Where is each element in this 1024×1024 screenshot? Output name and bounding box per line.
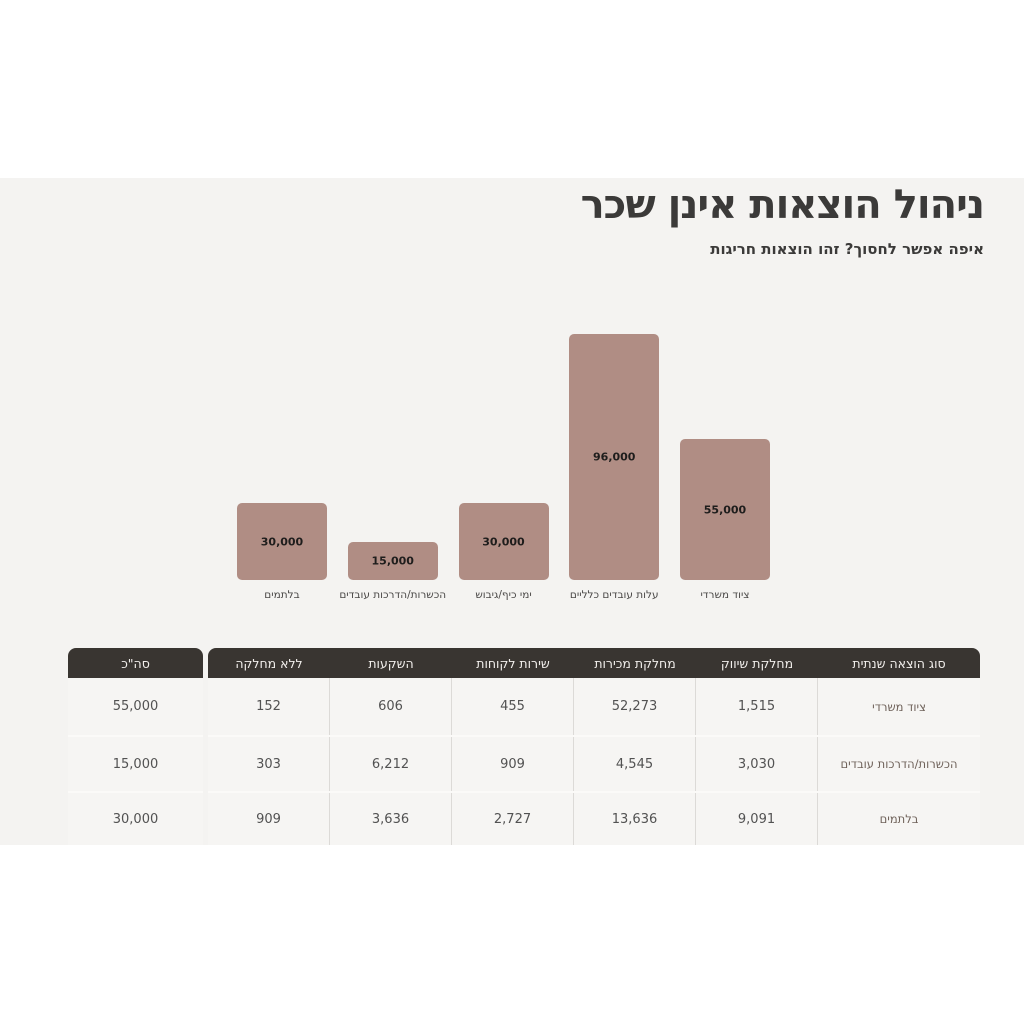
bar-category-label: ימי כיף/גיבוש bbox=[475, 589, 532, 601]
value-cell: 4,545 bbox=[574, 737, 696, 791]
bar-category-label: בלתמים bbox=[264, 589, 300, 601]
total-row: 55,000 bbox=[68, 678, 203, 735]
value-cell: 2,727 bbox=[452, 793, 574, 845]
table-row: הכשרות/הדרכות עובדים 3,030 4,545 909 6,212 30… bbox=[208, 735, 980, 791]
bar-column: 30,000 ימי כיף/גיבוש bbox=[458, 334, 549, 601]
bar-column: 96,000 עלות עובדים כלליים bbox=[569, 334, 660, 601]
category-cell: ציוד משרדי bbox=[872, 699, 926, 714]
bar-value-label: 30,000 bbox=[260, 535, 304, 548]
total-row: 15,000 bbox=[68, 735, 203, 791]
value-cell: 909 bbox=[452, 737, 574, 791]
table-main-block: סוג הוצאה שנתית מחלקת שיווק מחלקת מכירות שי… bbox=[208, 648, 980, 845]
bar-chart: 55,000 ציוד משרדי 96,000 עלות עובדים כלליים… bbox=[237, 334, 770, 601]
total-value-cell: 15,000 bbox=[112, 756, 159, 772]
table-total-block: סה"כ 55,000 15,000 30,000 bbox=[68, 648, 203, 845]
value-cell: 3,030 bbox=[696, 737, 818, 791]
table-row: בלתמים 9,091 13,636 2,727 3,636 909 bbox=[208, 791, 980, 845]
table-header-row: סוג הוצאה שנתית מחלקת שיווק מחלקת מכירות שי… bbox=[208, 648, 980, 678]
header-cell: ללא מחלקה bbox=[235, 655, 303, 671]
bar-value-label: 55,000 bbox=[703, 503, 747, 516]
value-cell: 9,091 bbox=[696, 793, 818, 845]
value-cell: 455 bbox=[452, 678, 574, 735]
value-cell: 303 bbox=[208, 737, 330, 791]
bar-column: 30,000 בלתמים bbox=[237, 334, 327, 601]
content-section: ניהול הוצאות אינן שכר איפה אפשר לחסוך? ז… bbox=[0, 178, 1024, 845]
value-cell: 1,515 bbox=[696, 678, 818, 735]
value-cell: 152 bbox=[208, 678, 330, 735]
bar-category-label: ציוד משרדי bbox=[700, 589, 750, 601]
header-cell: השקעות bbox=[368, 655, 414, 671]
header-cell: סוג הוצאה שנתית bbox=[852, 655, 946, 671]
value-cell: 52,273 bbox=[574, 678, 696, 735]
value-cell: 606 bbox=[330, 678, 452, 735]
bar-value-label: 96,000 bbox=[593, 450, 636, 464]
page-title: ניהול הוצאות אינן שכר bbox=[580, 182, 985, 228]
category-cell: הכשרות/הדרכות עובדים bbox=[840, 757, 958, 771]
header-cell: מחלקת שיווק bbox=[720, 655, 794, 671]
value-cell: 6,212 bbox=[330, 737, 452, 791]
bar-value-label: 15,000 bbox=[371, 554, 414, 568]
bar-value-label: 30,000 bbox=[482, 535, 525, 548]
value-cell: 909 bbox=[208, 793, 330, 845]
value-cell: 3,636 bbox=[330, 793, 452, 845]
bar: 55,000 bbox=[680, 439, 770, 580]
bar-category-label: הכשרות/הדרכות עובדים bbox=[339, 589, 447, 601]
page-header: ניהול הוצאות אינן שכר איפה אפשר לחסוך? ז… bbox=[580, 180, 985, 258]
total-value-cell: 55,000 bbox=[112, 699, 159, 714]
total-value-cell: 30,000 bbox=[112, 811, 159, 827]
bar: 30,000 bbox=[237, 503, 327, 580]
bar: 96,000 bbox=[569, 334, 660, 580]
page-subtitle: איפה אפשר לחסוך? זהו הוצאות חריגות bbox=[710, 240, 984, 258]
total-body: 55,000 15,000 30,000 bbox=[68, 678, 203, 845]
table-body: ציוד משרדי 1,515 52,273 455 606 152 הכשרות/הדר… bbox=[208, 678, 980, 845]
expenses-table: סוג הוצאה שנתית מחלקת שיווק מחלקת מכירות שי… bbox=[68, 648, 980, 845]
bar-column: 55,000 ציוד משרדי bbox=[680, 334, 770, 601]
bar-column: 15,000 הכשרות/הדרכות עובדים bbox=[339, 334, 446, 601]
category-cell: בלתמים bbox=[879, 812, 919, 826]
table-row: ציוד משרדי 1,515 52,273 455 606 152 bbox=[208, 678, 980, 735]
bar-category-label: עלות עובדים כלליים bbox=[569, 589, 659, 601]
total-row: 30,000 bbox=[68, 791, 203, 845]
header-cell: שירות לקוחות bbox=[476, 655, 550, 671]
bar: 30,000 bbox=[458, 503, 549, 580]
value-cell: 13,636 bbox=[574, 793, 696, 845]
bar: 15,000 bbox=[347, 542, 438, 580]
header-cell: מחלקת מכירות bbox=[594, 655, 676, 671]
total-header-cell: סה"כ bbox=[68, 648, 203, 678]
